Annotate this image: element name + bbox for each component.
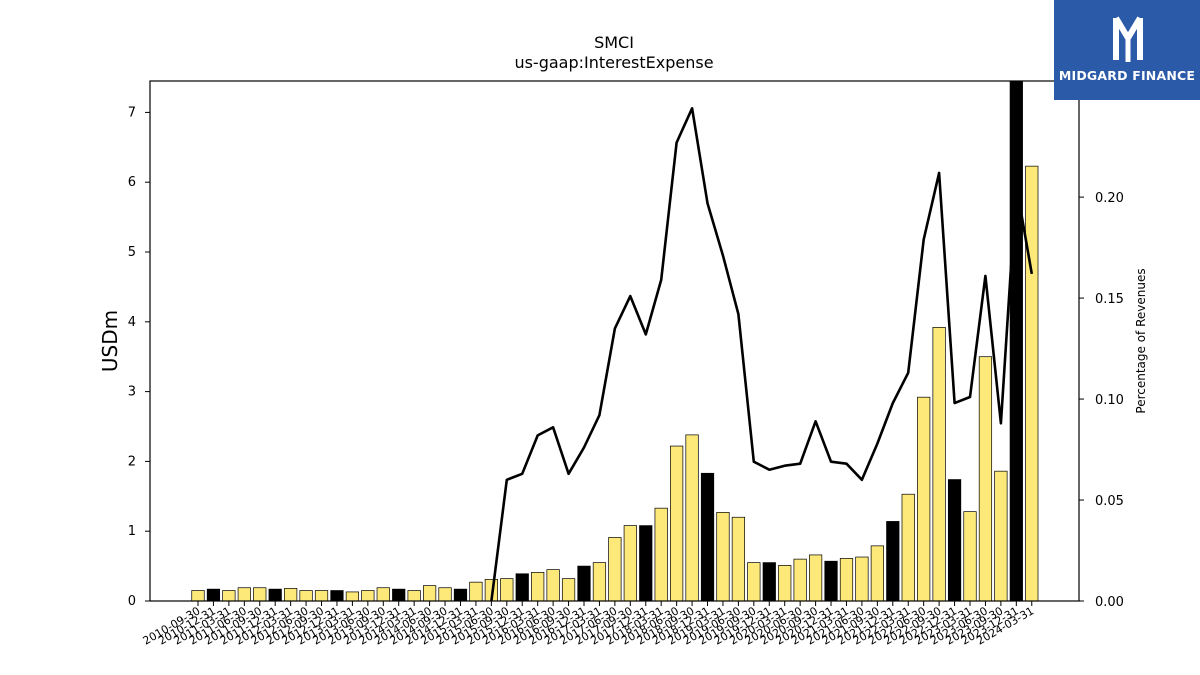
x-axis: 2010-09-302010-12-312011-03-312011-06-30… xyxy=(141,601,1036,648)
bar xyxy=(469,581,483,602)
bar xyxy=(608,537,622,602)
bar xyxy=(623,525,637,602)
bar xyxy=(392,588,406,602)
bar xyxy=(639,525,653,602)
brand-logo: MIDGARD FINANCE xyxy=(1054,0,1200,100)
line-group xyxy=(490,107,1034,602)
y2-axis-label: Percentage of Revenues xyxy=(1134,268,1148,413)
bar xyxy=(886,521,900,602)
y-tick-label: 7 xyxy=(128,105,136,120)
series-line xyxy=(490,107,1034,602)
y-axis-left: 0 1 2 3 4 5 6 7 xyxy=(128,105,150,609)
bar xyxy=(577,565,591,602)
chart-title: SMCI xyxy=(594,33,634,52)
bar xyxy=(546,569,560,602)
bar xyxy=(206,588,221,602)
y2-tick-label: 0.10 xyxy=(1095,393,1124,408)
bars-group xyxy=(191,80,1039,602)
y-tick-label: 5 xyxy=(128,245,136,260)
bar xyxy=(778,565,792,602)
bar xyxy=(407,590,421,602)
bar xyxy=(299,590,313,602)
y2-tick-label: 0.20 xyxy=(1095,191,1124,206)
bar xyxy=(376,587,390,602)
bar xyxy=(592,562,607,602)
bar xyxy=(330,590,344,602)
bar xyxy=(1025,165,1039,602)
bar xyxy=(700,472,715,602)
bar xyxy=(947,479,962,602)
bar xyxy=(222,590,236,602)
bar xyxy=(870,545,884,602)
bar xyxy=(361,590,375,602)
bar xyxy=(515,573,529,602)
bar xyxy=(731,516,746,602)
bar xyxy=(191,590,205,602)
logo-mark-icon xyxy=(1113,16,1143,62)
bar xyxy=(762,562,776,602)
bar xyxy=(855,556,869,602)
bar xyxy=(1009,80,1023,602)
bar xyxy=(917,396,931,602)
bar xyxy=(978,356,993,602)
y-tick-label: 1 xyxy=(128,524,136,539)
bar xyxy=(314,590,329,602)
y-tick-label: 3 xyxy=(128,385,136,400)
bar xyxy=(500,578,514,602)
y-tick-label: 6 xyxy=(128,175,136,190)
y2-tick-label: 0.05 xyxy=(1095,494,1124,509)
y-tick-label: 2 xyxy=(128,454,136,469)
bar xyxy=(438,587,452,602)
bar xyxy=(237,587,251,602)
bar xyxy=(901,493,915,602)
bar xyxy=(654,507,668,602)
y-axis-right: 0.00 0.05 0.10 0.15 0.20 xyxy=(1079,191,1124,610)
y-tick-label: 4 xyxy=(128,315,136,330)
bar xyxy=(716,512,730,602)
logo-text: MIDGARD FINANCE xyxy=(1058,68,1196,83)
bar xyxy=(268,588,282,602)
y-tick-label: 0 xyxy=(128,594,136,609)
bar xyxy=(994,470,1008,602)
bar xyxy=(963,511,977,602)
bar xyxy=(561,578,576,602)
bar xyxy=(453,588,468,602)
bar xyxy=(685,434,699,602)
bar xyxy=(345,591,359,602)
bar xyxy=(808,554,823,602)
y-axis-label: USDm xyxy=(98,310,122,372)
bar xyxy=(839,558,854,602)
y2-tick-label: 0.15 xyxy=(1095,292,1124,307)
bar xyxy=(284,588,298,602)
bar xyxy=(793,558,807,602)
bar xyxy=(824,560,838,602)
bar xyxy=(253,587,267,602)
bar xyxy=(932,327,946,602)
bar xyxy=(747,562,761,602)
bar xyxy=(670,445,684,602)
chart-subtitle: us-gaap:InterestExpense xyxy=(514,53,713,72)
y2-tick-label: 0.00 xyxy=(1095,595,1124,610)
bar xyxy=(423,585,437,602)
bar xyxy=(531,572,545,602)
